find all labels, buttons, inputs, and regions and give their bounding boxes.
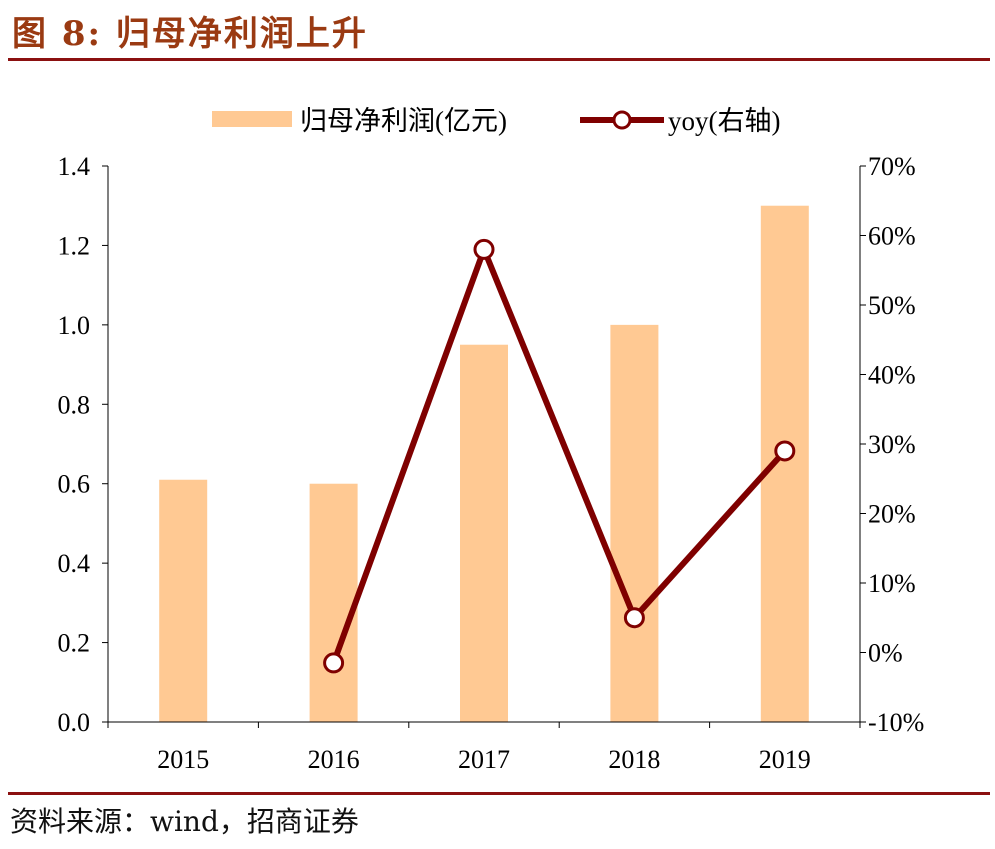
yoy-point <box>623 607 645 629</box>
yoy-point <box>473 238 495 260</box>
x-tick-label: 2017 <box>458 745 510 774</box>
right-tick-label: 40% <box>868 361 916 390</box>
title-rule <box>8 58 990 61</box>
left-tick-label: 0.6 <box>58 470 91 499</box>
right-tick-label: 20% <box>868 500 916 529</box>
x-tick-label: 2019 <box>759 745 811 774</box>
yoy-line <box>330 241 788 664</box>
x-tick-label: 2016 <box>308 745 360 774</box>
right-tick-label: 50% <box>868 291 916 320</box>
left-tick-label: 0.8 <box>58 390 91 419</box>
legend-line-marker <box>612 110 632 130</box>
right-tick-label: 10% <box>868 569 916 598</box>
right-tick-label: -10% <box>868 708 924 737</box>
chart-title: 图 8: 归母净利润上升 <box>12 14 368 54</box>
bar-2019 <box>760 205 809 722</box>
left-tick-label: 1.4 <box>58 152 91 181</box>
x-tick-label: 2015 <box>157 745 209 774</box>
bar-2018 <box>610 324 659 722</box>
left-tick-label: 1.2 <box>58 231 91 260</box>
legend-bar-label: 归母净利润(亿元) <box>300 106 507 136</box>
bar-2015 <box>159 479 208 722</box>
right-tick-label: 0% <box>868 639 903 668</box>
right-tick-label: 70% <box>868 152 916 181</box>
legend-bar-swatch <box>212 111 292 127</box>
left-tick-label: 0.4 <box>58 549 91 578</box>
left-tick-label: 0.0 <box>58 708 91 737</box>
bar-2017 <box>460 344 508 722</box>
left-tick-label: 1.0 <box>58 311 91 340</box>
yoy-point <box>774 440 796 462</box>
left-tick-label: 0.2 <box>58 629 91 658</box>
right-tick-label: 60% <box>868 222 916 251</box>
source-note: 资料来源：wind，招商证券 <box>10 805 359 838</box>
bar-2016 <box>309 483 358 722</box>
x-tick-label: 2018 <box>608 745 660 774</box>
footer-rule <box>8 792 990 795</box>
yoy-point <box>323 652 345 674</box>
right-tick-label: 30% <box>868 430 916 459</box>
legend-line-label: yoy(右轴) <box>668 106 780 136</box>
